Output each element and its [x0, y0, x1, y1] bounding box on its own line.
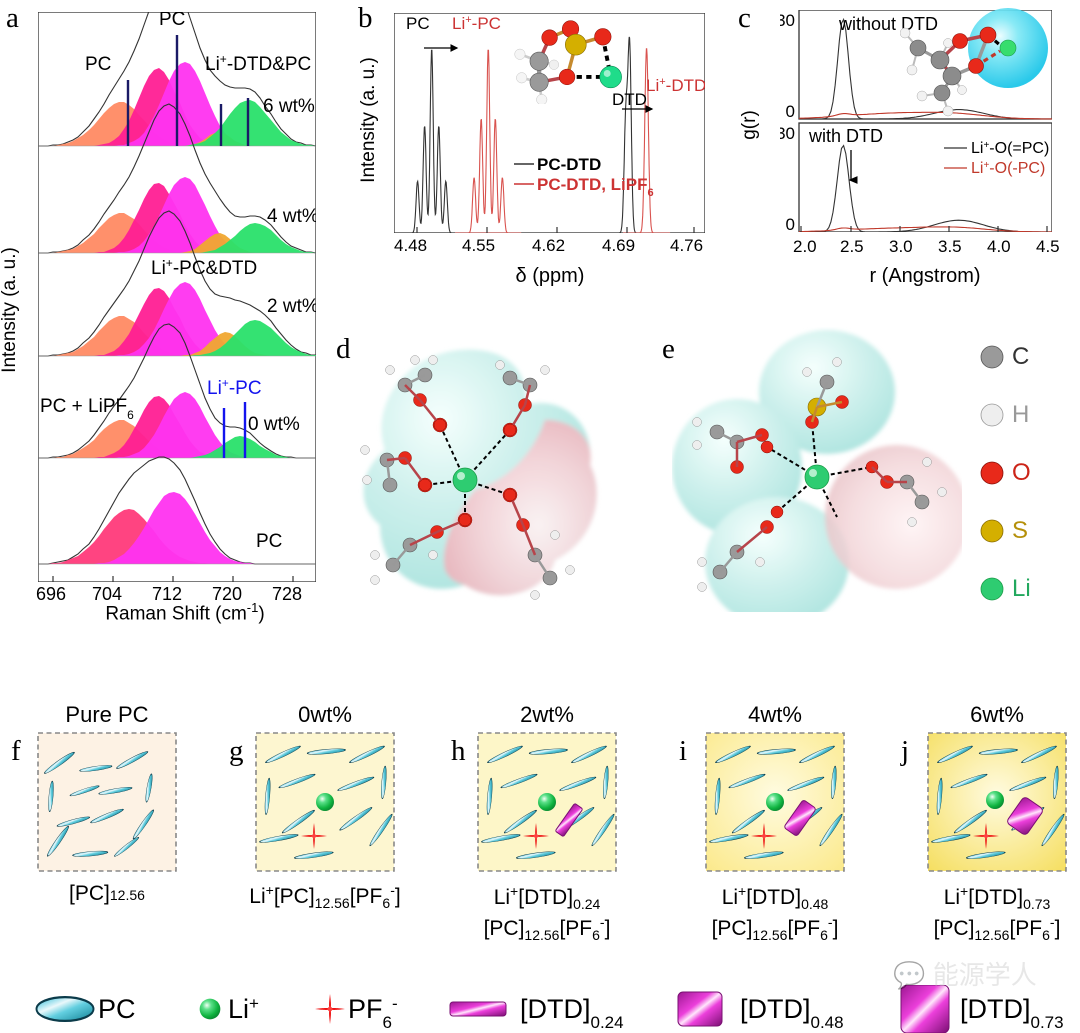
- svg-text:6 wt%: 6 wt%: [263, 96, 315, 117]
- svg-text:PF6-: PF6-: [348, 994, 398, 1032]
- svg-text:[DTD]0.24: [DTD]0.24: [520, 994, 624, 1032]
- svg-text:Li+-O(-PC): Li+-O(-PC): [971, 160, 1045, 178]
- svg-text:with DTD: with DTD: [808, 126, 883, 146]
- svg-text:[DTD]0.48: [DTD]0.48: [740, 994, 844, 1032]
- svg-text:C: C: [1012, 345, 1029, 370]
- svg-text:Li: Li: [1012, 575, 1031, 602]
- svg-text:PC-DTD: PC-DTD: [537, 155, 601, 174]
- svg-text:0: 0: [786, 215, 795, 232]
- svg-text:PC: PC: [256, 531, 282, 552]
- svg-text:H: H: [1012, 401, 1029, 428]
- svg-text:30: 30: [780, 124, 795, 143]
- svg-text:0: 0: [786, 102, 795, 121]
- svg-text:4 wt%: 4 wt%: [267, 206, 316, 227]
- svg-text:PC: PC: [159, 12, 185, 30]
- svg-text:0 wt%: 0 wt%: [248, 414, 300, 435]
- svg-text:Li+-O(=PC): Li+-O(=PC): [971, 140, 1049, 158]
- svg-text:S: S: [1012, 517, 1028, 544]
- svg-text:Li+: Li+: [228, 994, 259, 1025]
- svg-text:PC: PC: [98, 994, 136, 1024]
- svg-text:30: 30: [780, 11, 795, 30]
- svg-text:Li+-PC: Li+-PC: [207, 376, 262, 399]
- svg-text:Li+-PC: Li+-PC: [452, 14, 501, 33]
- svg-text:Li+-DTD: Li+-DTD: [646, 76, 705, 95]
- svg-text:PC: PC: [85, 54, 111, 75]
- svg-text:PC: PC: [406, 14, 430, 33]
- svg-text:O: O: [1012, 459, 1031, 486]
- svg-text:2 wt%: 2 wt%: [267, 296, 316, 317]
